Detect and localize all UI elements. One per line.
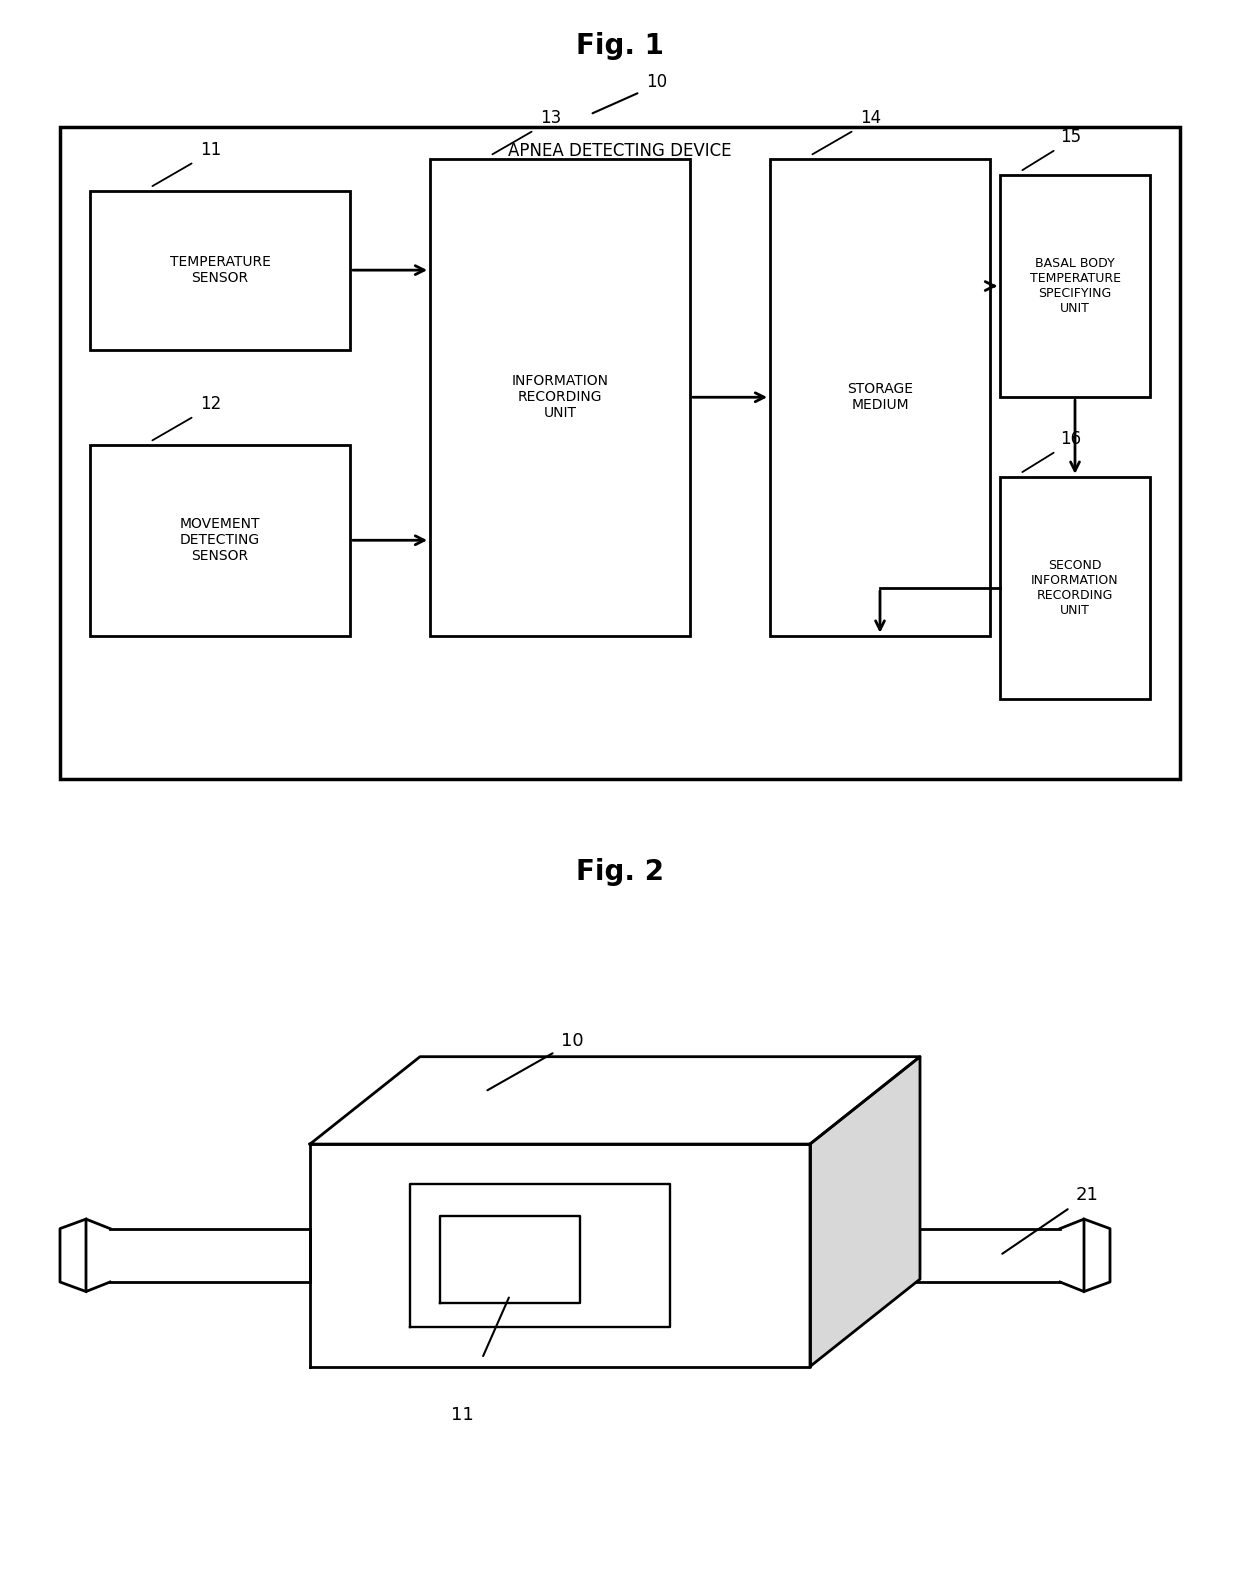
Text: 10: 10: [560, 1033, 584, 1050]
Bar: [91, 445, 350, 636]
Text: 15: 15: [1060, 129, 1081, 146]
Bar: [60, 127, 1180, 779]
Text: 16: 16: [1060, 431, 1081, 448]
Text: Fig. 2: Fig. 2: [577, 858, 663, 887]
Text: 14: 14: [861, 110, 882, 127]
Text: MOVEMENT
DETECTING
SENSOR: MOVEMENT DETECTING SENSOR: [180, 516, 260, 564]
Text: 13: 13: [539, 110, 562, 127]
Text: 11: 11: [200, 141, 221, 159]
Text: APNEA DETECTING DEVICE: APNEA DETECTING DEVICE: [508, 141, 732, 160]
Text: 10: 10: [646, 73, 667, 91]
Text: Fig. 1: Fig. 1: [577, 32, 663, 60]
Polygon shape: [810, 1057, 920, 1367]
Text: BASAL BODY
TEMPERATURE
SPECIFYING
UNIT: BASAL BODY TEMPERATURE SPECIFYING UNIT: [1029, 257, 1121, 315]
Text: INFORMATION
RECORDING
UNIT: INFORMATION RECORDING UNIT: [511, 373, 609, 421]
Text: TEMPERATURE
SENSOR: TEMPERATURE SENSOR: [170, 254, 270, 286]
Text: 21: 21: [1076, 1187, 1099, 1204]
Bar: [91, 191, 350, 350]
Polygon shape: [310, 1144, 810, 1367]
Text: 12: 12: [200, 396, 221, 413]
Polygon shape: [310, 1057, 920, 1144]
Bar: [430, 159, 689, 636]
Bar: [999, 477, 1149, 699]
Text: 11: 11: [450, 1406, 474, 1424]
Bar: [999, 175, 1149, 397]
Text: STORAGE
MEDIUM: STORAGE MEDIUM: [847, 381, 913, 413]
Bar: [770, 159, 990, 636]
Text: SECOND
INFORMATION
RECORDING
UNIT: SECOND INFORMATION RECORDING UNIT: [1032, 559, 1118, 617]
